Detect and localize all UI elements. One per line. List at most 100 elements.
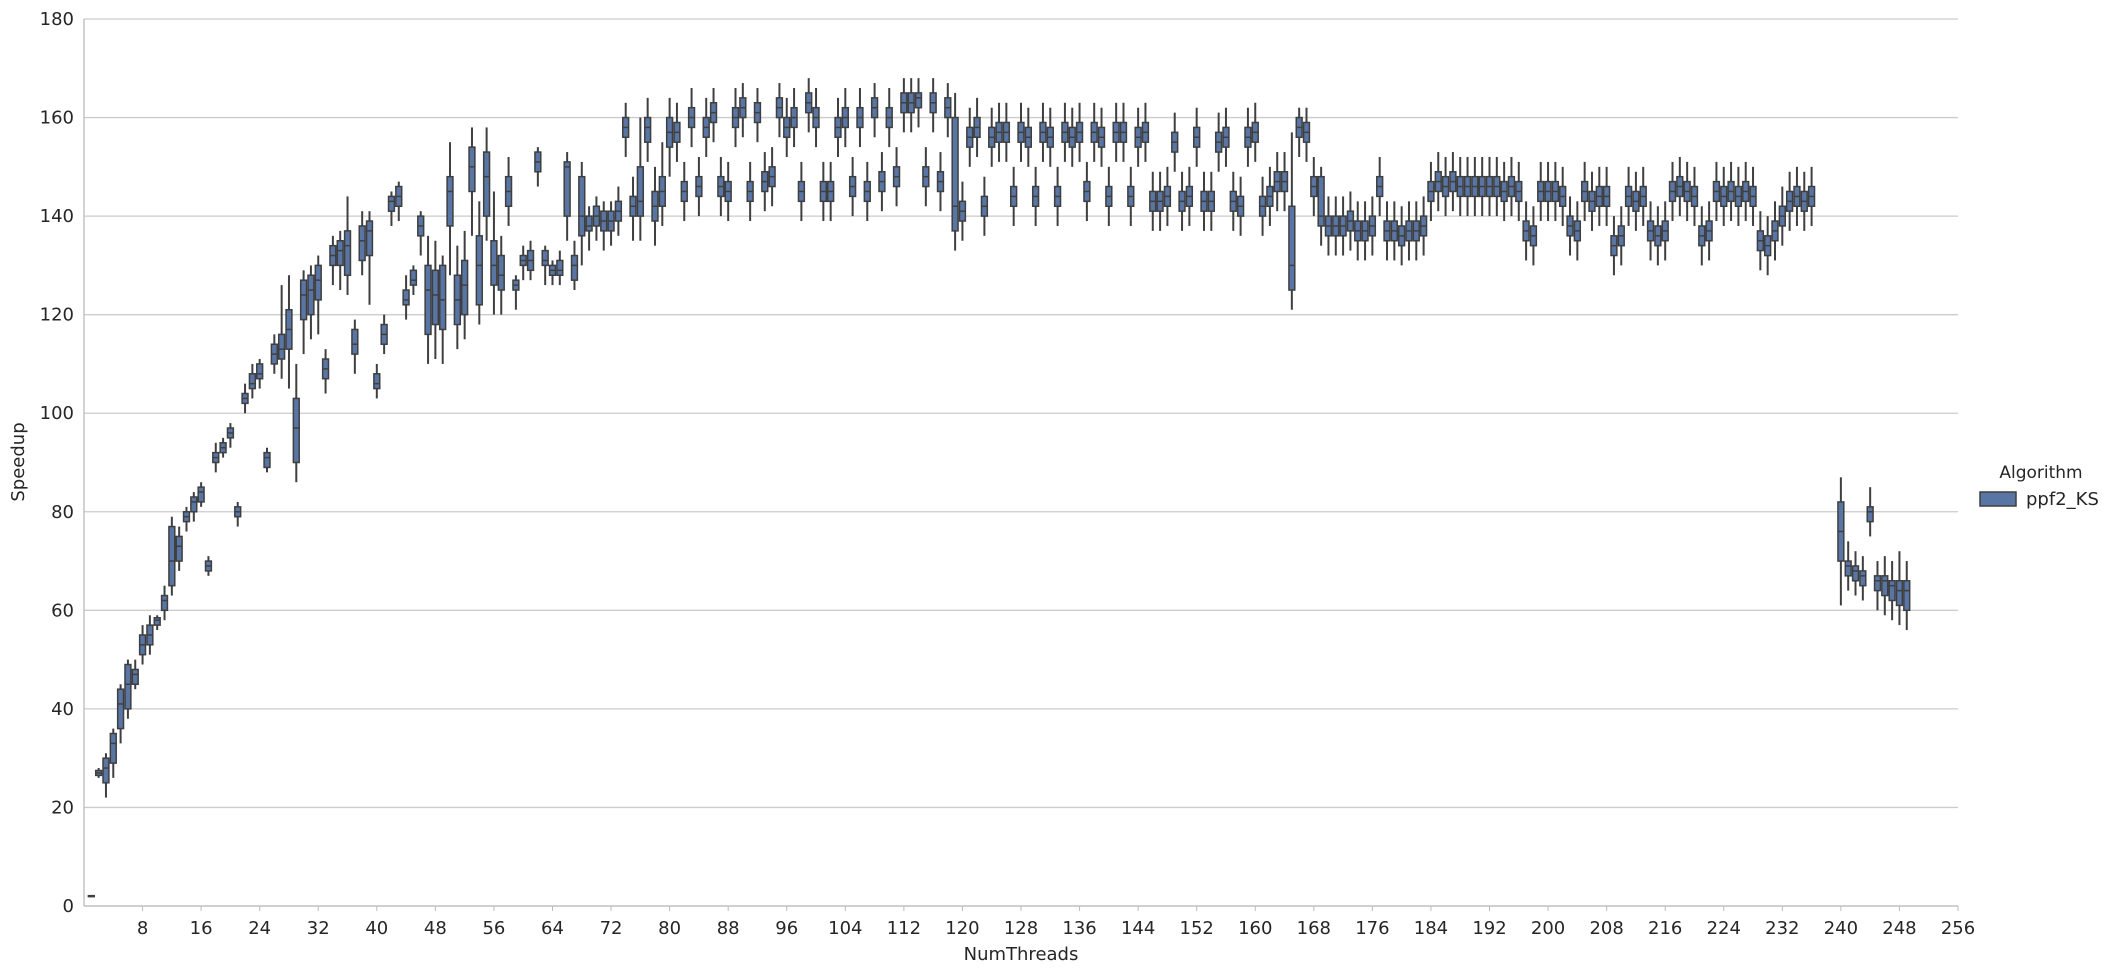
y-tick-label: 80 — [51, 502, 74, 523]
x-tick-label: 80 — [658, 918, 681, 939]
box — [563, 161, 571, 217]
x-tick-label: 8 — [137, 918, 148, 939]
box — [446, 175, 454, 227]
box — [373, 373, 381, 390]
box — [1888, 580, 1896, 602]
box — [1873, 575, 1882, 592]
box — [1844, 560, 1852, 577]
box — [914, 92, 923, 109]
x-tick-label: 216 — [1648, 918, 1682, 939]
x-tick-label: 24 — [248, 918, 271, 939]
box — [116, 688, 125, 730]
box — [951, 116, 959, 232]
box — [439, 264, 447, 331]
box — [168, 525, 176, 587]
box — [256, 363, 264, 380]
box — [109, 732, 117, 764]
y-tick-label: 60 — [51, 600, 74, 621]
x-tick-label: 232 — [1765, 918, 1799, 939]
x-tick-label: 136 — [1062, 918, 1096, 939]
box — [1866, 506, 1874, 523]
x-tick-label: 208 — [1589, 918, 1623, 939]
box — [636, 166, 645, 217]
box — [307, 274, 315, 316]
box — [160, 594, 169, 612]
box — [131, 668, 139, 686]
x-tick-label: 96 — [775, 918, 798, 939]
box — [190, 496, 198, 513]
x-tick-label: 176 — [1355, 918, 1389, 939]
x-tick-label: 32 — [307, 918, 330, 939]
box — [248, 373, 257, 390]
box — [365, 220, 374, 257]
box — [102, 757, 110, 784]
box — [556, 259, 564, 276]
box — [1851, 565, 1860, 582]
box — [424, 264, 432, 336]
x-tick-label: 184 — [1414, 918, 1448, 939]
box — [351, 328, 359, 355]
box — [343, 230, 352, 276]
x-tick-label: 120 — [945, 918, 979, 939]
y-tick-label: 100 — [40, 403, 74, 424]
x-tick-label: 56 — [482, 918, 505, 939]
box — [197, 486, 205, 503]
x-tick-label: 88 — [717, 918, 740, 939]
box — [314, 264, 322, 301]
x-tick-label: 200 — [1531, 918, 1565, 939]
box — [1903, 580, 1911, 612]
y-tick-label: 0 — [63, 896, 74, 917]
box — [490, 240, 498, 286]
box — [1895, 580, 1904, 607]
y-tick-label: 120 — [40, 305, 74, 326]
box — [570, 254, 579, 281]
x-tick-label: 160 — [1238, 918, 1272, 939]
x-axis-label: NumThreads — [964, 944, 1079, 965]
box — [402, 289, 410, 306]
box — [175, 535, 183, 562]
box — [1288, 205, 1296, 291]
x-tick-label: 40 — [365, 918, 388, 939]
legend-label: ppf2_KS — [2026, 489, 2099, 510]
box — [277, 333, 286, 360]
x-tick-label: 72 — [600, 918, 623, 939]
box — [475, 235, 483, 306]
box — [1859, 570, 1867, 587]
box — [431, 269, 440, 326]
legend-title: Algorithm — [1999, 463, 2082, 483]
y-tick-label: 20 — [51, 797, 74, 818]
box — [578, 175, 586, 237]
box — [292, 397, 300, 464]
x-tick-label: 104 — [828, 918, 862, 939]
x-tick-label: 240 — [1824, 918, 1858, 939]
y-tick-label: 40 — [51, 699, 74, 720]
box — [358, 225, 366, 262]
x-tick-label: 192 — [1472, 918, 1506, 939]
y-tick-label: 180 — [40, 9, 74, 30]
x-tick-label: 48 — [424, 918, 447, 939]
box — [124, 663, 132, 710]
box — [1317, 175, 1325, 227]
x-tick-label: 128 — [1004, 918, 1038, 939]
box — [336, 240, 344, 267]
x-tick-label: 152 — [1180, 918, 1214, 939]
x-tick-label: 64 — [541, 918, 564, 939]
box — [409, 269, 418, 286]
box — [299, 279, 308, 321]
box — [482, 151, 491, 217]
x-tick-label: 224 — [1707, 918, 1741, 939]
legend-swatch — [1979, 491, 2017, 507]
box — [1881, 575, 1889, 597]
y-axis-label: Speedup — [8, 422, 29, 501]
box — [585, 215, 593, 232]
box — [263, 451, 271, 469]
box — [643, 116, 652, 143]
x-tick-label: 168 — [1297, 918, 1331, 939]
x-tick-label: 256 — [1941, 918, 1975, 939]
box — [468, 146, 476, 193]
box — [541, 249, 549, 267]
y-tick-label: 140 — [40, 206, 74, 227]
x-tick-label: 16 — [190, 918, 213, 939]
box — [497, 254, 505, 291]
